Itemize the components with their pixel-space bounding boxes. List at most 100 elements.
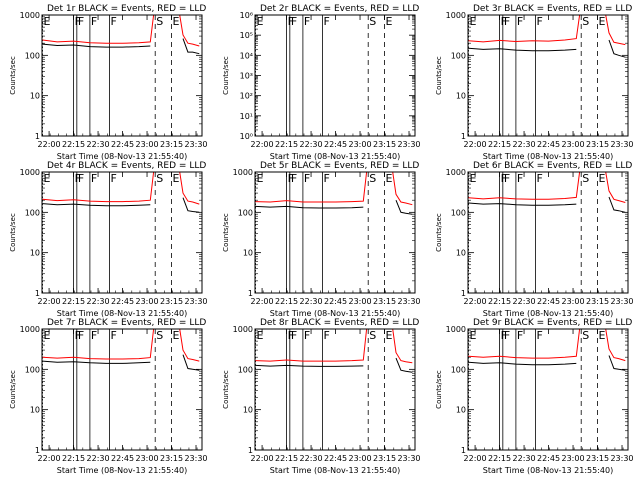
- y-axis-label: Counts/sec: [222, 56, 230, 95]
- x-tick-label: 22:30: [87, 454, 110, 463]
- time-marker-label: F: [288, 329, 294, 342]
- y-axis-label: Counts/sec: [9, 56, 17, 95]
- time-marker-label: E: [599, 329, 606, 342]
- x-tick-label: 23:15: [373, 297, 396, 306]
- plot-frame: [467, 171, 629, 294]
- series-line-events: [42, 354, 200, 371]
- time-marker-label: F: [78, 329, 84, 342]
- series-line-lld: [255, 171, 413, 206]
- time-marker-label: F: [517, 329, 523, 342]
- y-axis-label: Counts/sec: [435, 56, 443, 95]
- y-tick-label: 1: [35, 132, 40, 141]
- y-tick-label: 10⁶: [240, 11, 253, 20]
- detector-panel-8: Det 8r BLACK = Events, RED = LLD Start Ti…: [222, 318, 421, 475]
- time-marker-label: F: [291, 15, 297, 28]
- time-marker-label: F: [110, 15, 116, 28]
- time-marker-label: S: [156, 172, 163, 185]
- y-axis-label: Counts/sec: [435, 370, 443, 409]
- time-marker-label: S: [369, 329, 376, 342]
- x-tick-label: 22:45: [324, 454, 347, 463]
- time-marker-label: S: [156, 329, 163, 342]
- x-axis-label: Start Time (08-Nov-13 21:55:40): [483, 309, 613, 318]
- y-tick-label: 1000: [233, 168, 253, 177]
- y-tick-label: 10: [30, 249, 40, 258]
- x-tick-label: 22:00: [38, 454, 61, 463]
- y-tick-label: 100: [238, 365, 253, 374]
- plot-frame: [254, 14, 416, 137]
- time-marker-label: F: [91, 15, 97, 28]
- y-tick-label: 10: [456, 406, 466, 415]
- time-marker-label: E: [470, 329, 477, 342]
- time-marker-label: F: [501, 15, 507, 28]
- x-tick-label: 22:15: [275, 297, 298, 306]
- x-tick-label: 23:00: [562, 454, 585, 463]
- y-tick-label: 1000: [446, 168, 466, 177]
- panel-title: Det 5r BLACK = Events, RED = LLD: [260, 161, 419, 171]
- x-tick-label: 23:30: [610, 297, 633, 306]
- detector-panel-7: Det 7r BLACK = Events, RED = LLD Start Ti…: [9, 318, 208, 475]
- x-tick-label: 23:00: [562, 297, 585, 306]
- detector-panel-3: Det 3r BLACK = Events, RED = LLD Start Ti…: [435, 4, 634, 161]
- time-marker-label: F: [91, 329, 97, 342]
- time-marker-label: E: [470, 15, 477, 28]
- y-tick-label: 10: [243, 249, 253, 258]
- detector-panel-grid: Det 1r BLACK = Events, RED = LLD Start Ti…: [9, 4, 634, 475]
- time-marker-label: E: [257, 329, 264, 342]
- x-tick-label: 23:00: [349, 454, 372, 463]
- panel-title: Det 9r BLACK = Events, RED = LLD: [473, 318, 632, 328]
- time-marker-label: F: [517, 172, 523, 185]
- y-axis-label: Counts/sec: [435, 213, 443, 252]
- x-tick-label: 23:15: [586, 140, 609, 149]
- series-line-lld: [42, 328, 200, 362]
- x-tick-label: 23:15: [160, 297, 183, 306]
- time-marker-label: E: [44, 15, 51, 28]
- x-tick-label: 22:30: [87, 140, 110, 149]
- x-tick-label: 23:15: [373, 140, 396, 149]
- panel-title: Det 6r BLACK = Events, RED = LLD: [473, 161, 632, 171]
- series-line-events: [42, 38, 200, 55]
- time-marker-label: S: [582, 329, 589, 342]
- x-axis-label: Start Time (08-Nov-13 21:55:40): [270, 309, 400, 318]
- x-tick-label: 22:00: [251, 140, 274, 149]
- time-marker-label: F: [78, 172, 84, 185]
- y-tick-label: 10¹: [240, 112, 253, 121]
- series-line-events: [255, 357, 413, 373]
- plot-frame: [41, 171, 203, 294]
- x-tick-label: 22:15: [488, 454, 511, 463]
- y-tick-label: 100: [25, 208, 40, 217]
- time-marker-label: E: [386, 329, 393, 342]
- x-tick-label: 22:15: [275, 454, 298, 463]
- y-tick-label: 10²: [240, 92, 253, 101]
- x-axis-label: Start Time (08-Nov-13 21:55:40): [483, 152, 613, 161]
- x-tick-label: 22:30: [87, 297, 110, 306]
- x-tick-label: 22:45: [111, 297, 134, 306]
- y-tick-label: 1000: [233, 325, 253, 334]
- detector-panel-6: Det 6r BLACK = Events, RED = LLD Start Ti…: [435, 161, 634, 318]
- y-tick-label: 100: [25, 365, 40, 374]
- x-axis-label: Start Time (08-Nov-13 21:55:40): [270, 152, 400, 161]
- x-tick-label: 22:45: [111, 140, 134, 149]
- x-tick-label: 22:30: [300, 297, 323, 306]
- x-tick-label: 22:00: [251, 454, 274, 463]
- x-tick-label: 23:00: [349, 297, 372, 306]
- y-axis-label: Counts/sec: [9, 213, 17, 252]
- y-tick-label: 1000: [20, 325, 40, 334]
- time-marker-label: F: [501, 329, 507, 342]
- x-tick-label: 23:30: [184, 297, 207, 306]
- x-tick-label: 22:15: [488, 140, 511, 149]
- series-line-lld: [42, 14, 200, 47]
- plot-frame: [467, 14, 629, 137]
- time-marker-label: S: [582, 15, 589, 28]
- x-tick-label: 22:45: [537, 140, 560, 149]
- y-tick-label: 10: [456, 92, 466, 101]
- y-tick-label: 1000: [20, 168, 40, 177]
- time-marker-label: F: [75, 15, 81, 28]
- y-axis-label: Counts/sec: [222, 213, 230, 252]
- y-tick-label: 10: [30, 406, 40, 415]
- plot-frame: [41, 328, 203, 451]
- x-tick-label: 23:00: [349, 140, 372, 149]
- panel-title: Det 3r BLACK = Events, RED = LLD: [473, 4, 632, 14]
- time-marker-label: F: [110, 172, 116, 185]
- y-tick-label: 1: [461, 289, 466, 298]
- x-tick-label: 23:30: [397, 140, 420, 149]
